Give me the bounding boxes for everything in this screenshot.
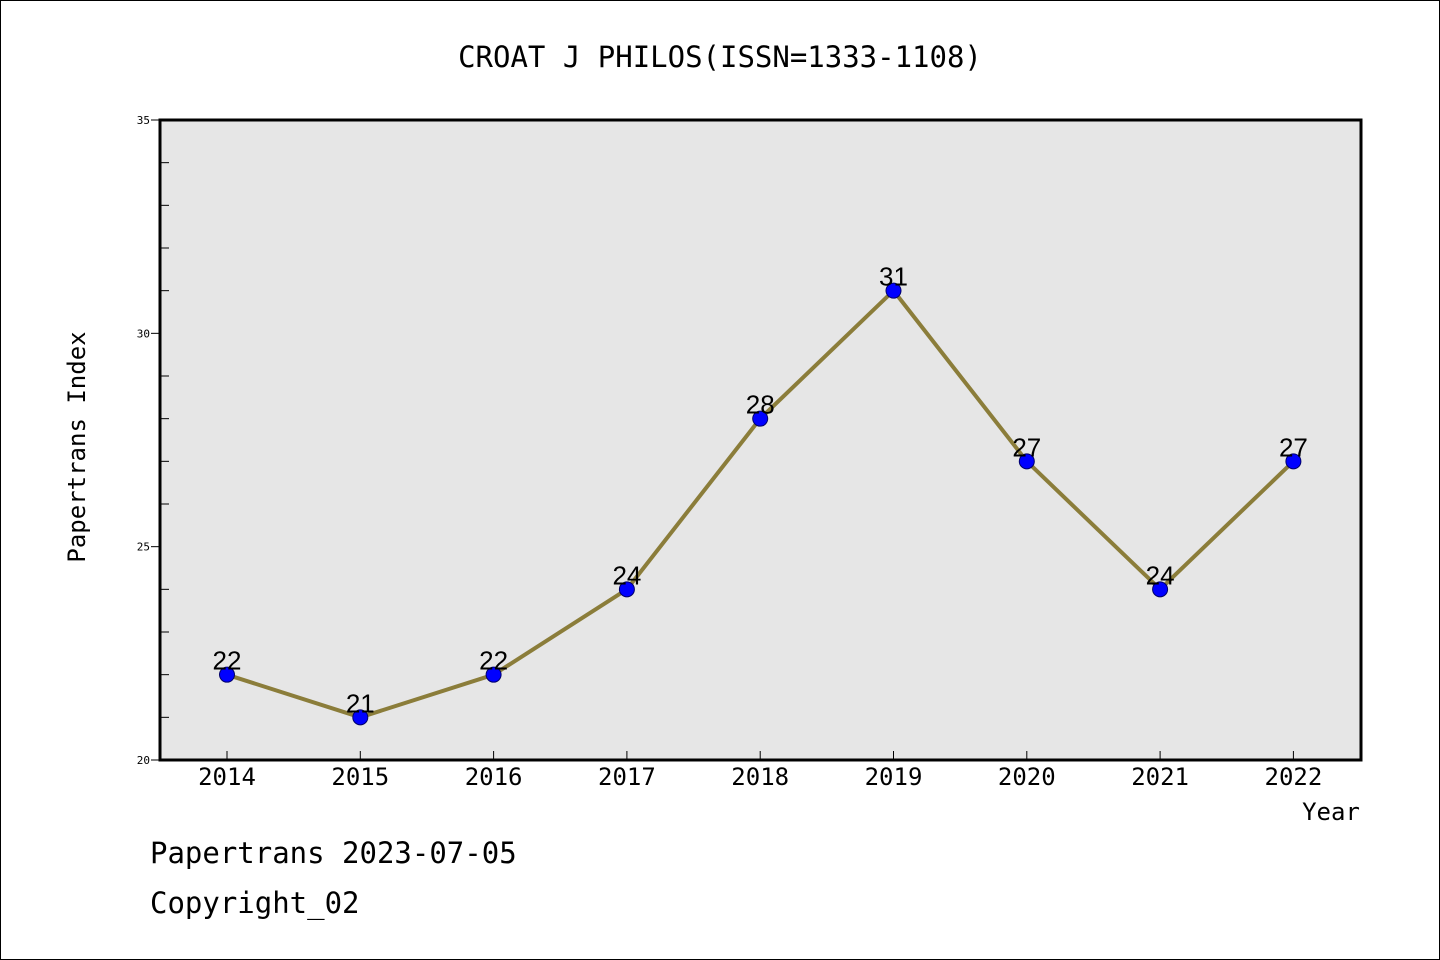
x-tick-label: 2019 (865, 763, 923, 791)
data-label: 28 (746, 390, 775, 420)
data-point (752, 410, 769, 427)
x-axis-label: Year (1302, 798, 1360, 826)
data-label: 31 (879, 262, 908, 292)
series-line-group: 22 21 22 24 28 31 27 24 27 (213, 262, 1308, 726)
footer-copyright: Copyright_02 (150, 886, 360, 920)
y-tick-label: 35 (137, 114, 150, 127)
data-label: 27 (1279, 432, 1308, 462)
data-label: 22 (213, 646, 242, 676)
x-tick-label: 2018 (731, 763, 789, 791)
chart-title: CROAT J PHILOS(ISSN=1333-1108) (458, 40, 982, 74)
x-tick-label: 2020 (998, 763, 1056, 791)
x-tick-label: 2021 (1131, 763, 1189, 791)
data-point (885, 282, 902, 299)
x-tick-label: 2015 (331, 763, 389, 791)
data-point (352, 709, 369, 726)
plot-border (158, 118, 1363, 762)
x-tick-label: 2014 (198, 763, 256, 791)
data-label: 27 (1012, 432, 1041, 462)
data-point (1018, 453, 1035, 470)
data-point (485, 666, 502, 683)
data-point (219, 666, 235, 683)
y-tick-label: 25 (137, 541, 150, 554)
data-point (1285, 453, 1302, 470)
x-tick-label: 2017 (598, 763, 656, 791)
plot-area (160, 120, 1361, 760)
data-label: 24 (1146, 560, 1175, 590)
y-tick-label: 20 (137, 754, 150, 767)
data-label: 22 (479, 646, 508, 676)
data-label: 24 (612, 560, 641, 590)
data-label: 21 (346, 688, 375, 718)
y-axis-label: Papertrans Index (63, 331, 91, 562)
data-point (618, 581, 635, 598)
y-tick-label: 30 (137, 327, 150, 340)
x-tick-label: 2022 (1265, 763, 1323, 791)
x-axis: 2014 2015 2016 2017 2018 2019 2020 2021 2022 (198, 751, 1322, 791)
x-tick-label: 2016 (465, 763, 523, 791)
footer-date: Papertrans 2023-07-05 (150, 836, 517, 870)
data-point (1152, 581, 1169, 598)
